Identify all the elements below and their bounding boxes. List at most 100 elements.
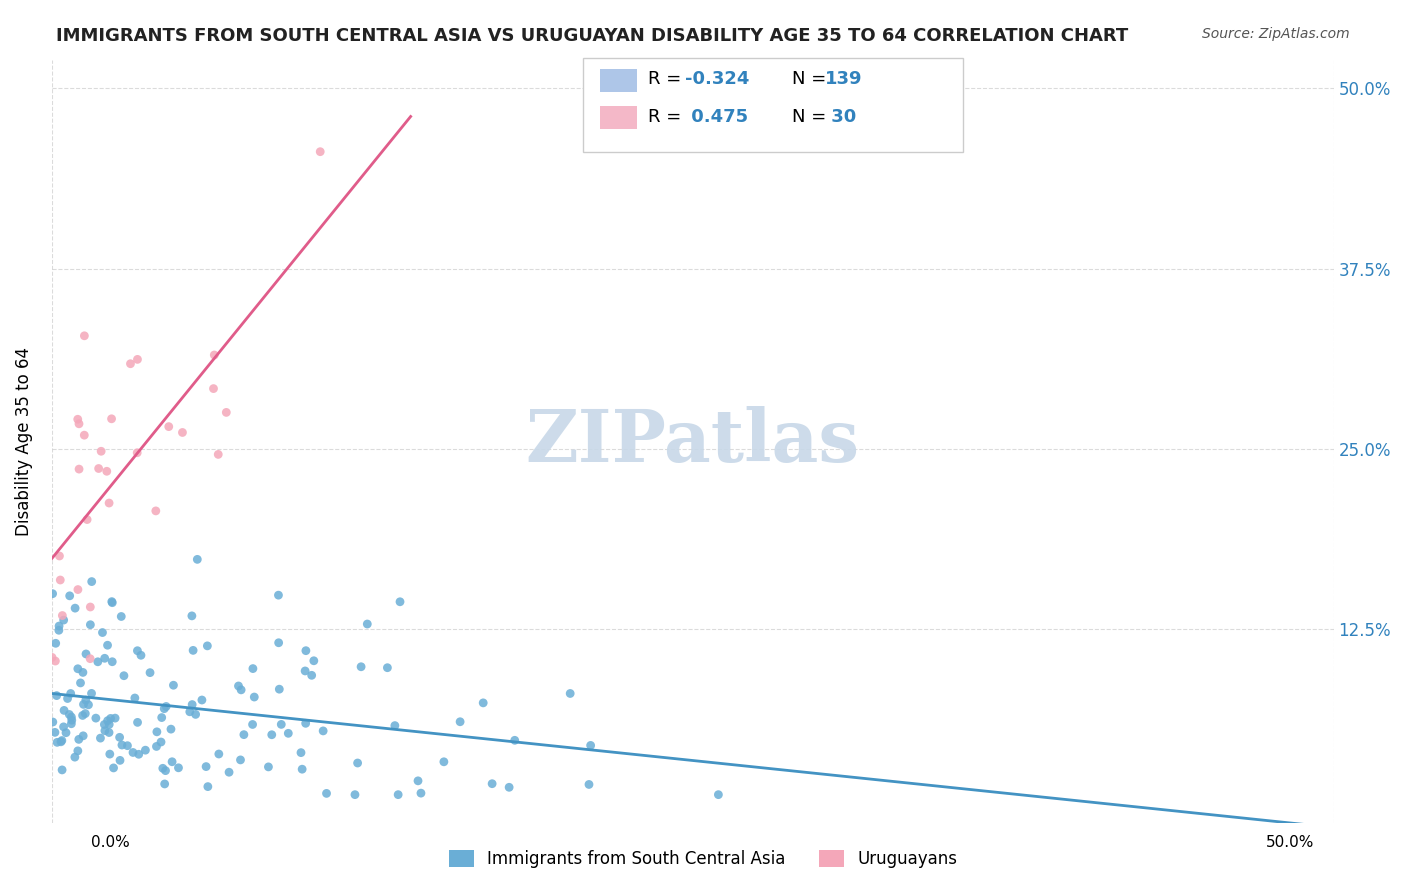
Point xyxy=(184,707,207,722)
Point xyxy=(49,735,72,749)
Point xyxy=(243,690,266,704)
Point xyxy=(67,732,90,747)
Point xyxy=(101,594,124,608)
Point xyxy=(96,464,118,478)
Point xyxy=(181,698,204,712)
Point xyxy=(79,599,101,614)
Point xyxy=(104,711,127,725)
Point xyxy=(160,755,183,769)
Point xyxy=(197,780,219,794)
Point xyxy=(409,786,432,800)
Point xyxy=(48,549,70,563)
Point xyxy=(155,764,177,778)
Point xyxy=(77,698,100,712)
Point xyxy=(91,625,114,640)
Text: 30: 30 xyxy=(825,108,856,126)
Point xyxy=(153,777,176,791)
Point xyxy=(301,668,323,682)
Point xyxy=(110,609,132,624)
Point xyxy=(96,638,118,652)
Point xyxy=(51,763,73,777)
Point xyxy=(94,723,117,738)
Point xyxy=(67,417,90,431)
Point xyxy=(124,691,146,706)
Point xyxy=(242,662,264,676)
Point xyxy=(155,699,177,714)
Point xyxy=(389,595,412,609)
Point xyxy=(146,724,169,739)
Point xyxy=(145,739,167,754)
Point xyxy=(152,761,174,775)
Point xyxy=(186,552,208,566)
Point xyxy=(269,682,291,697)
Point xyxy=(127,715,149,730)
Point xyxy=(195,639,218,653)
Point xyxy=(270,717,292,731)
Point xyxy=(60,713,83,727)
Point xyxy=(202,382,225,396)
Point xyxy=(208,747,231,761)
Point xyxy=(127,446,149,460)
Point xyxy=(295,643,318,657)
Point xyxy=(100,711,122,725)
Point xyxy=(87,655,110,669)
Point xyxy=(294,664,316,678)
Point xyxy=(75,647,97,661)
Point xyxy=(72,708,94,723)
Point xyxy=(267,588,290,602)
Point xyxy=(179,705,201,719)
Point xyxy=(122,746,145,760)
Point xyxy=(98,496,121,510)
Legend: Immigrants from South Central Asia, Uruguayans: Immigrants from South Central Asia, Urug… xyxy=(441,843,965,875)
Point xyxy=(117,739,139,753)
Point xyxy=(232,728,254,742)
Point xyxy=(44,654,66,668)
Point xyxy=(75,693,97,707)
Point xyxy=(59,589,82,603)
Point xyxy=(145,504,167,518)
Point xyxy=(449,714,471,729)
Point xyxy=(290,746,312,760)
Point xyxy=(52,720,75,734)
Point xyxy=(72,665,94,680)
Point xyxy=(44,725,66,739)
Point xyxy=(127,352,149,367)
Point xyxy=(41,650,63,665)
Point xyxy=(72,729,94,743)
Point xyxy=(315,786,337,800)
Text: IMMIGRANTS FROM SOUTH CENTRAL ASIA VS URUGUAYAN DISABILITY AGE 35 TO 64 CORRELAT: IMMIGRANTS FROM SOUTH CENTRAL ASIA VS UR… xyxy=(56,27,1129,45)
Point xyxy=(120,357,142,371)
Point xyxy=(231,682,253,697)
Point xyxy=(294,716,316,731)
Point xyxy=(80,686,103,700)
Text: Source: ZipAtlas.com: Source: ZipAtlas.com xyxy=(1202,27,1350,41)
Point xyxy=(202,348,225,362)
Point xyxy=(153,701,176,715)
Point xyxy=(41,587,63,601)
Text: 139: 139 xyxy=(825,70,863,88)
Point xyxy=(98,725,121,739)
Point xyxy=(66,412,89,426)
Point xyxy=(63,750,86,764)
Point xyxy=(59,686,82,700)
Text: R =: R = xyxy=(648,108,688,126)
Point xyxy=(101,655,124,669)
Point xyxy=(76,512,98,526)
Point xyxy=(111,738,134,752)
Point xyxy=(312,723,335,738)
Point xyxy=(66,582,89,597)
Point xyxy=(503,733,526,747)
Point xyxy=(162,678,184,692)
Point xyxy=(377,661,399,675)
Point xyxy=(60,716,83,731)
Point xyxy=(150,735,173,749)
Point xyxy=(52,613,75,627)
Point xyxy=(46,735,69,749)
Point xyxy=(79,651,101,665)
Point xyxy=(90,444,112,458)
Point xyxy=(218,765,240,780)
Point xyxy=(63,601,86,615)
Point xyxy=(167,761,190,775)
Point xyxy=(66,662,89,676)
Point xyxy=(48,619,70,633)
